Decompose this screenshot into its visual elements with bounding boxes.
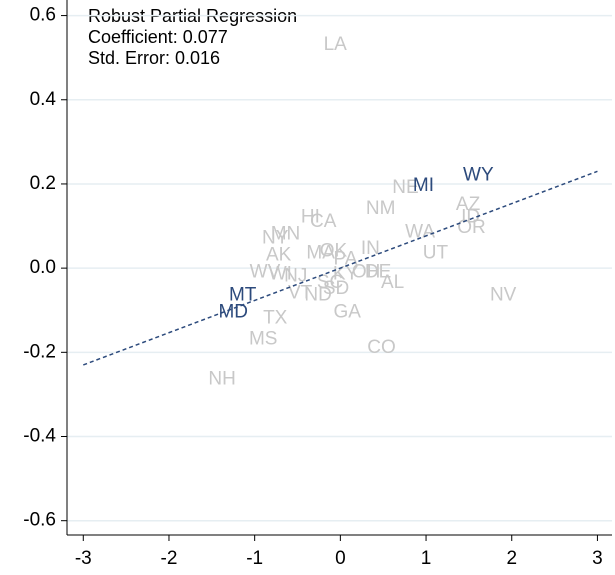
point-label: NJ <box>284 266 307 287</box>
point-label: CO <box>367 337 396 358</box>
point-label: MT <box>229 285 257 306</box>
point-label: OK <box>320 240 348 261</box>
point-label: NH <box>208 369 235 390</box>
x-tick-label: 3 <box>592 548 603 569</box>
x-tick-label: 0 <box>335 548 346 569</box>
y-tick-label: -0.4 <box>23 426 56 447</box>
point-label: PA <box>334 249 358 270</box>
point-label: NV <box>490 285 517 306</box>
point-label: ND <box>304 285 331 306</box>
point-label: ID <box>461 207 480 228</box>
point-label: NY <box>262 228 289 249</box>
point-label: WY <box>463 165 494 186</box>
y-tick-label: 0.2 <box>30 173 56 194</box>
point-label: MI <box>413 175 434 196</box>
point-label: GA <box>333 301 361 322</box>
point-label: TX <box>263 308 288 329</box>
x-tick-label: 1 <box>421 548 432 569</box>
point-label: SD <box>323 278 349 299</box>
point-label: MD <box>218 301 248 322</box>
x-tick-label: 2 <box>506 548 517 569</box>
annotation: Coefficient: 0.077 <box>88 27 228 47</box>
y-tick-label: 0.6 <box>30 5 56 26</box>
fit-line <box>83 170 598 366</box>
point-label: DE <box>365 261 391 282</box>
point-label: OH <box>352 261 381 282</box>
point-label: HI <box>301 207 320 228</box>
point-label: MS <box>249 329 278 350</box>
point-label: NM <box>366 198 396 219</box>
annotation: Std. Error: 0.016 <box>88 48 220 68</box>
x-tick-label: -1 <box>246 548 263 569</box>
point-label: UT <box>423 242 449 263</box>
point-label: LA <box>324 34 348 55</box>
point-label: MN <box>271 223 301 244</box>
y-tick-label: -0.2 <box>23 341 56 362</box>
point-label: NE <box>392 177 418 198</box>
point-label: OR <box>457 217 486 238</box>
point-label: WA <box>405 221 435 242</box>
point-label: AL <box>381 272 404 293</box>
point-label: MA <box>306 242 335 263</box>
point-label: AZ <box>456 194 481 215</box>
point-label: IN <box>361 238 380 259</box>
point-label: CA <box>310 211 337 232</box>
x-tick-label: -2 <box>161 548 178 569</box>
point-label: WI <box>269 263 292 284</box>
y-tick-label: -0.6 <box>23 510 56 531</box>
point-label: VT <box>288 282 313 303</box>
point-label: WV <box>250 261 281 282</box>
point-label: AK <box>266 245 292 266</box>
x-tick-label: -3 <box>75 548 92 569</box>
y-tick-label: 0.4 <box>30 89 57 110</box>
y-tick-label: 0.0 <box>30 257 56 278</box>
point-label: SC <box>317 272 343 293</box>
